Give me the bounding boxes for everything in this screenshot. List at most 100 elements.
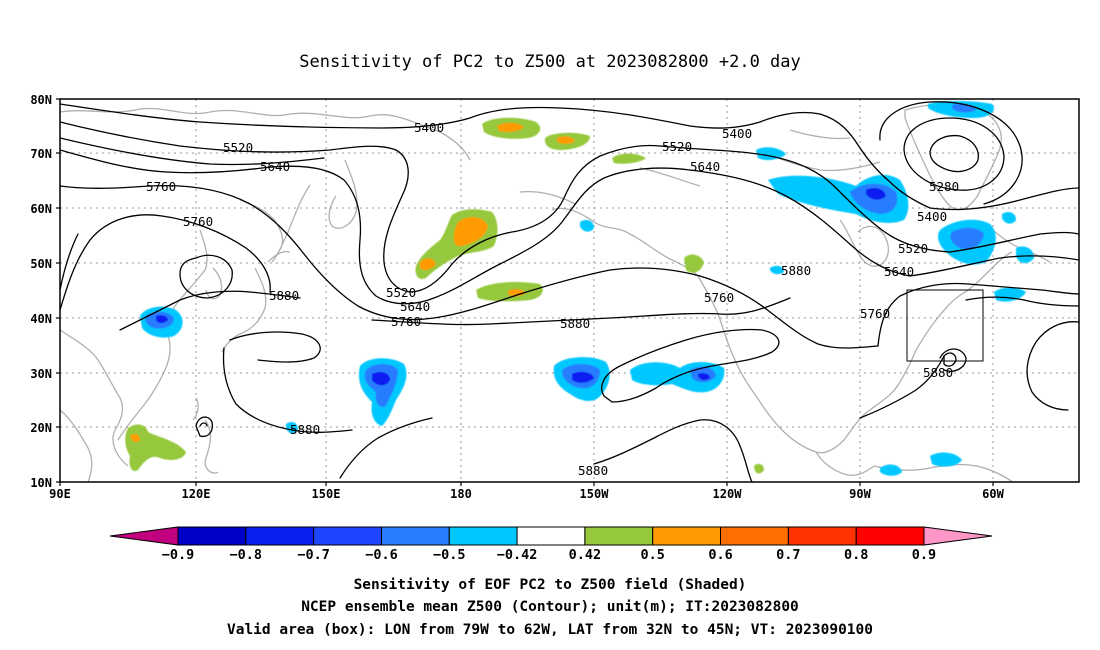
colorbar-cell [584,526,654,546]
colorbar-tick-label: −0.7 [297,547,330,563]
colorbar-cell [787,526,857,546]
contour-5520-west [60,121,951,293]
contour-5280-low [903,117,1005,191]
contour-label: 5520 [662,139,692,154]
lat-tick-label: 50N [30,257,52,271]
contour-5280-arc [879,101,1023,205]
colorbar-cell [245,526,315,546]
colorbar-tick-label: −0.5 [433,547,466,563]
lon-tick-label: 90E [49,487,71,501]
lat-tick-label: 80N [30,93,52,107]
contour-5520-east [949,231,1079,253]
contour-5760-lobe [60,214,271,311]
contour-5880-band [229,331,321,363]
contour-label: 5760 [391,314,421,329]
contour-label: 5520 [386,285,416,300]
lat-lon-grid [60,99,1079,482]
valid-area-box [906,289,984,362]
colorbar-cell [177,526,247,546]
contour-small-loop [195,416,214,438]
lat-tick-label: 60N [30,202,52,216]
lat-tick-labels: 80N 70N 60N 50N 40N 30N 20N 10N [30,93,52,490]
negative-patch [930,452,962,467]
colorbar-tick-label: 0.8 [844,547,868,563]
contour-5760-west [60,185,879,349]
contour-label: 5880 [781,263,811,278]
negative-patch [572,371,594,383]
contour-label: 5400 [722,126,752,141]
negative-patch [994,287,1026,302]
contour-5160-low [929,134,980,173]
contour-label: 5520 [898,241,928,256]
contour-5880-low [179,254,233,299]
lat-tick-label: 10N [30,476,52,490]
lon-tick-label: 150W [580,487,610,501]
colorbar-tick-label: 0.6 [708,547,732,563]
negative-patch [770,265,784,275]
caption-valid-area: Valid area (box): LON from 79W to 62W, L… [227,622,873,638]
colorbar-tick-label: −0.9 [162,547,195,563]
map-panel [60,99,1079,482]
colorbar-cell [855,526,925,546]
contour-label: 5760 [860,306,890,321]
contour-5640-east [909,255,1079,277]
colorbar-cell [313,526,382,546]
lat-tick-label: 30N [30,367,52,381]
lat-tick-label: 40N [30,312,52,326]
contour-5880-hurricane [859,355,945,419]
positive-patch [420,258,436,271]
colorbar-tick-label: 0.7 [776,547,800,563]
contour-far-north-west [60,137,325,166]
lon-tick-label: 180 [450,487,472,501]
contour-asia-south [60,233,79,291]
positive-patch [612,153,646,164]
contour-label: 5880 [560,316,590,331]
contour-labels: 5400 5520 5640 5760 5760 5880 5880 5520 … [146,120,959,478]
contour-5880-mexico [593,419,753,482]
negative-patch [1016,246,1034,264]
contour-label: 5640 [884,264,914,279]
contour-5880-cent [339,417,433,479]
negative-patch [372,372,390,386]
contour-label: 5280 [929,179,959,194]
negative-patch [756,147,786,161]
positive-patch [557,136,575,144]
contour-label: 5640 [260,159,290,174]
contour-label: 5760 [146,179,176,194]
colorbar-tick-label: −0.8 [230,547,263,563]
contour-label: 5760 [704,290,734,305]
contour-5880-south [119,290,301,331]
contour-5400-east [929,187,1079,211]
lat-tick-label: 70N [30,147,52,161]
negative-patch [880,464,902,476]
positive-patch [754,463,764,474]
lat-tick-label: 20N [30,421,52,435]
negative-patch [1002,212,1016,224]
colorbar-cell [380,526,450,546]
contour-label: 5400 [917,209,947,224]
lon-tick-label: 120E [182,487,211,501]
colorbar-cells [109,526,993,546]
colorbar-tick-label: −0.6 [365,547,398,563]
map-title: Sensitivity of PC2 to Z500 at 2023082800… [299,52,801,72]
contour-5880-west-pac [222,347,353,433]
colorbar-tick-label: 0.5 [641,547,665,563]
colorbar-tick-label: −0.42 [497,547,538,563]
colorbar-tick-label: 0.42 [569,547,602,563]
positive-patch [453,217,488,247]
lon-tick-label: 120W [713,487,743,501]
map-frame [59,98,1080,483]
contour-label: 5880 [578,463,608,478]
negative-patch [950,227,984,250]
positive-patch [125,424,186,472]
lon-tick-label: 60W [982,487,1004,501]
sensitivity-shading [125,101,1034,476]
z500-contours [60,101,1079,482]
lon-axis [59,482,994,486]
colorbar-cell [720,526,789,546]
contour-5640-west [60,149,911,305]
contour-label: 5880 [269,288,299,303]
positive-patch [508,289,526,297]
contour-label: 5640 [690,159,720,174]
contour-label: 5520 [223,140,253,155]
